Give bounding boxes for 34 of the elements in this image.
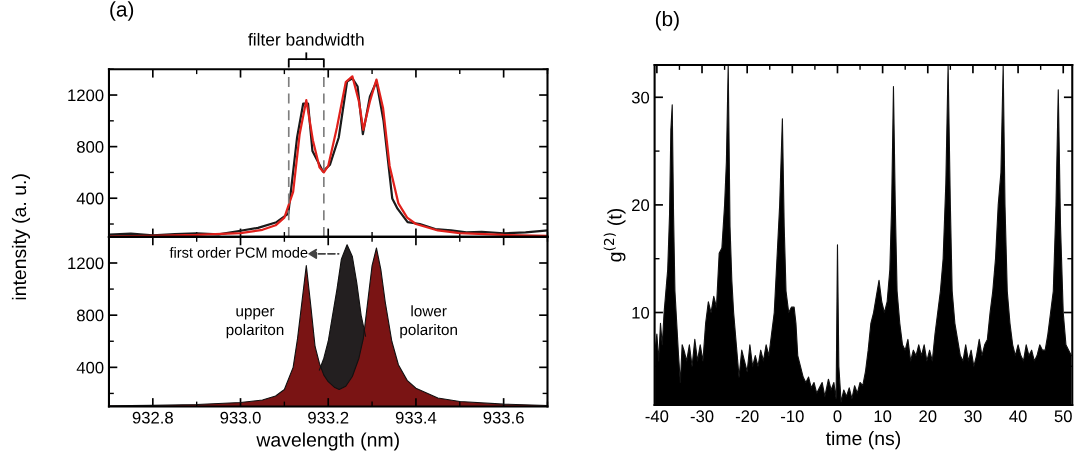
- x-tick-label: 933.6: [483, 411, 524, 424]
- x-tick-label: 933.4: [395, 411, 437, 424]
- y-tick-label: 400: [76, 192, 104, 205]
- y-tick-label: 800: [77, 141, 104, 153]
- chart-title: (b): [655, 11, 679, 31]
- x-tick-label: 30: [964, 410, 982, 423]
- x-tick-label: 50: [1054, 410, 1072, 423]
- y-tick-label: 10: [632, 306, 650, 319]
- x-tick-label: 40: [1009, 410, 1027, 423]
- annotation: upper polariton: [226, 308, 284, 339]
- y-axis-title: intensity (a. u.): [11, 174, 31, 300]
- x-tick-label: 933.0: [220, 411, 261, 424]
- x-tick-label: 0: [833, 410, 842, 423]
- annotation: first order PCM mode: [169, 247, 308, 258]
- x-tick-label: -10: [781, 410, 804, 423]
- y-tick-label: 1200: [68, 89, 104, 102]
- x-tick-label: 933.2: [308, 411, 349, 424]
- x-tick-label: -30: [690, 410, 714, 423]
- text: filter bandwidth: [248, 32, 364, 46]
- chart-title: (a): [110, 1, 134, 21]
- y-tick-label: 1200: [68, 257, 104, 270]
- y-axis-title: g$^{(2)}$ (t): [603, 208, 626, 262]
- annotation: lower polariton: [400, 305, 457, 339]
- y-tick-label: 30: [631, 91, 650, 104]
- x-tick-label: 10: [874, 410, 892, 423]
- x-tick-label: 932.8: [132, 411, 173, 424]
- y-tick-label: 400: [76, 361, 104, 374]
- x-axis-title: wavelength (nm): [256, 432, 399, 451]
- x-tick-label: 20: [919, 410, 937, 423]
- y-tick-label: 800: [77, 309, 104, 322]
- y-tick-label: 20: [632, 199, 650, 212]
- x-tick-label: -20: [735, 410, 759, 423]
- x-tick-label: -40: [645, 410, 669, 423]
- x-axis-title: time (ns): [825, 431, 901, 450]
